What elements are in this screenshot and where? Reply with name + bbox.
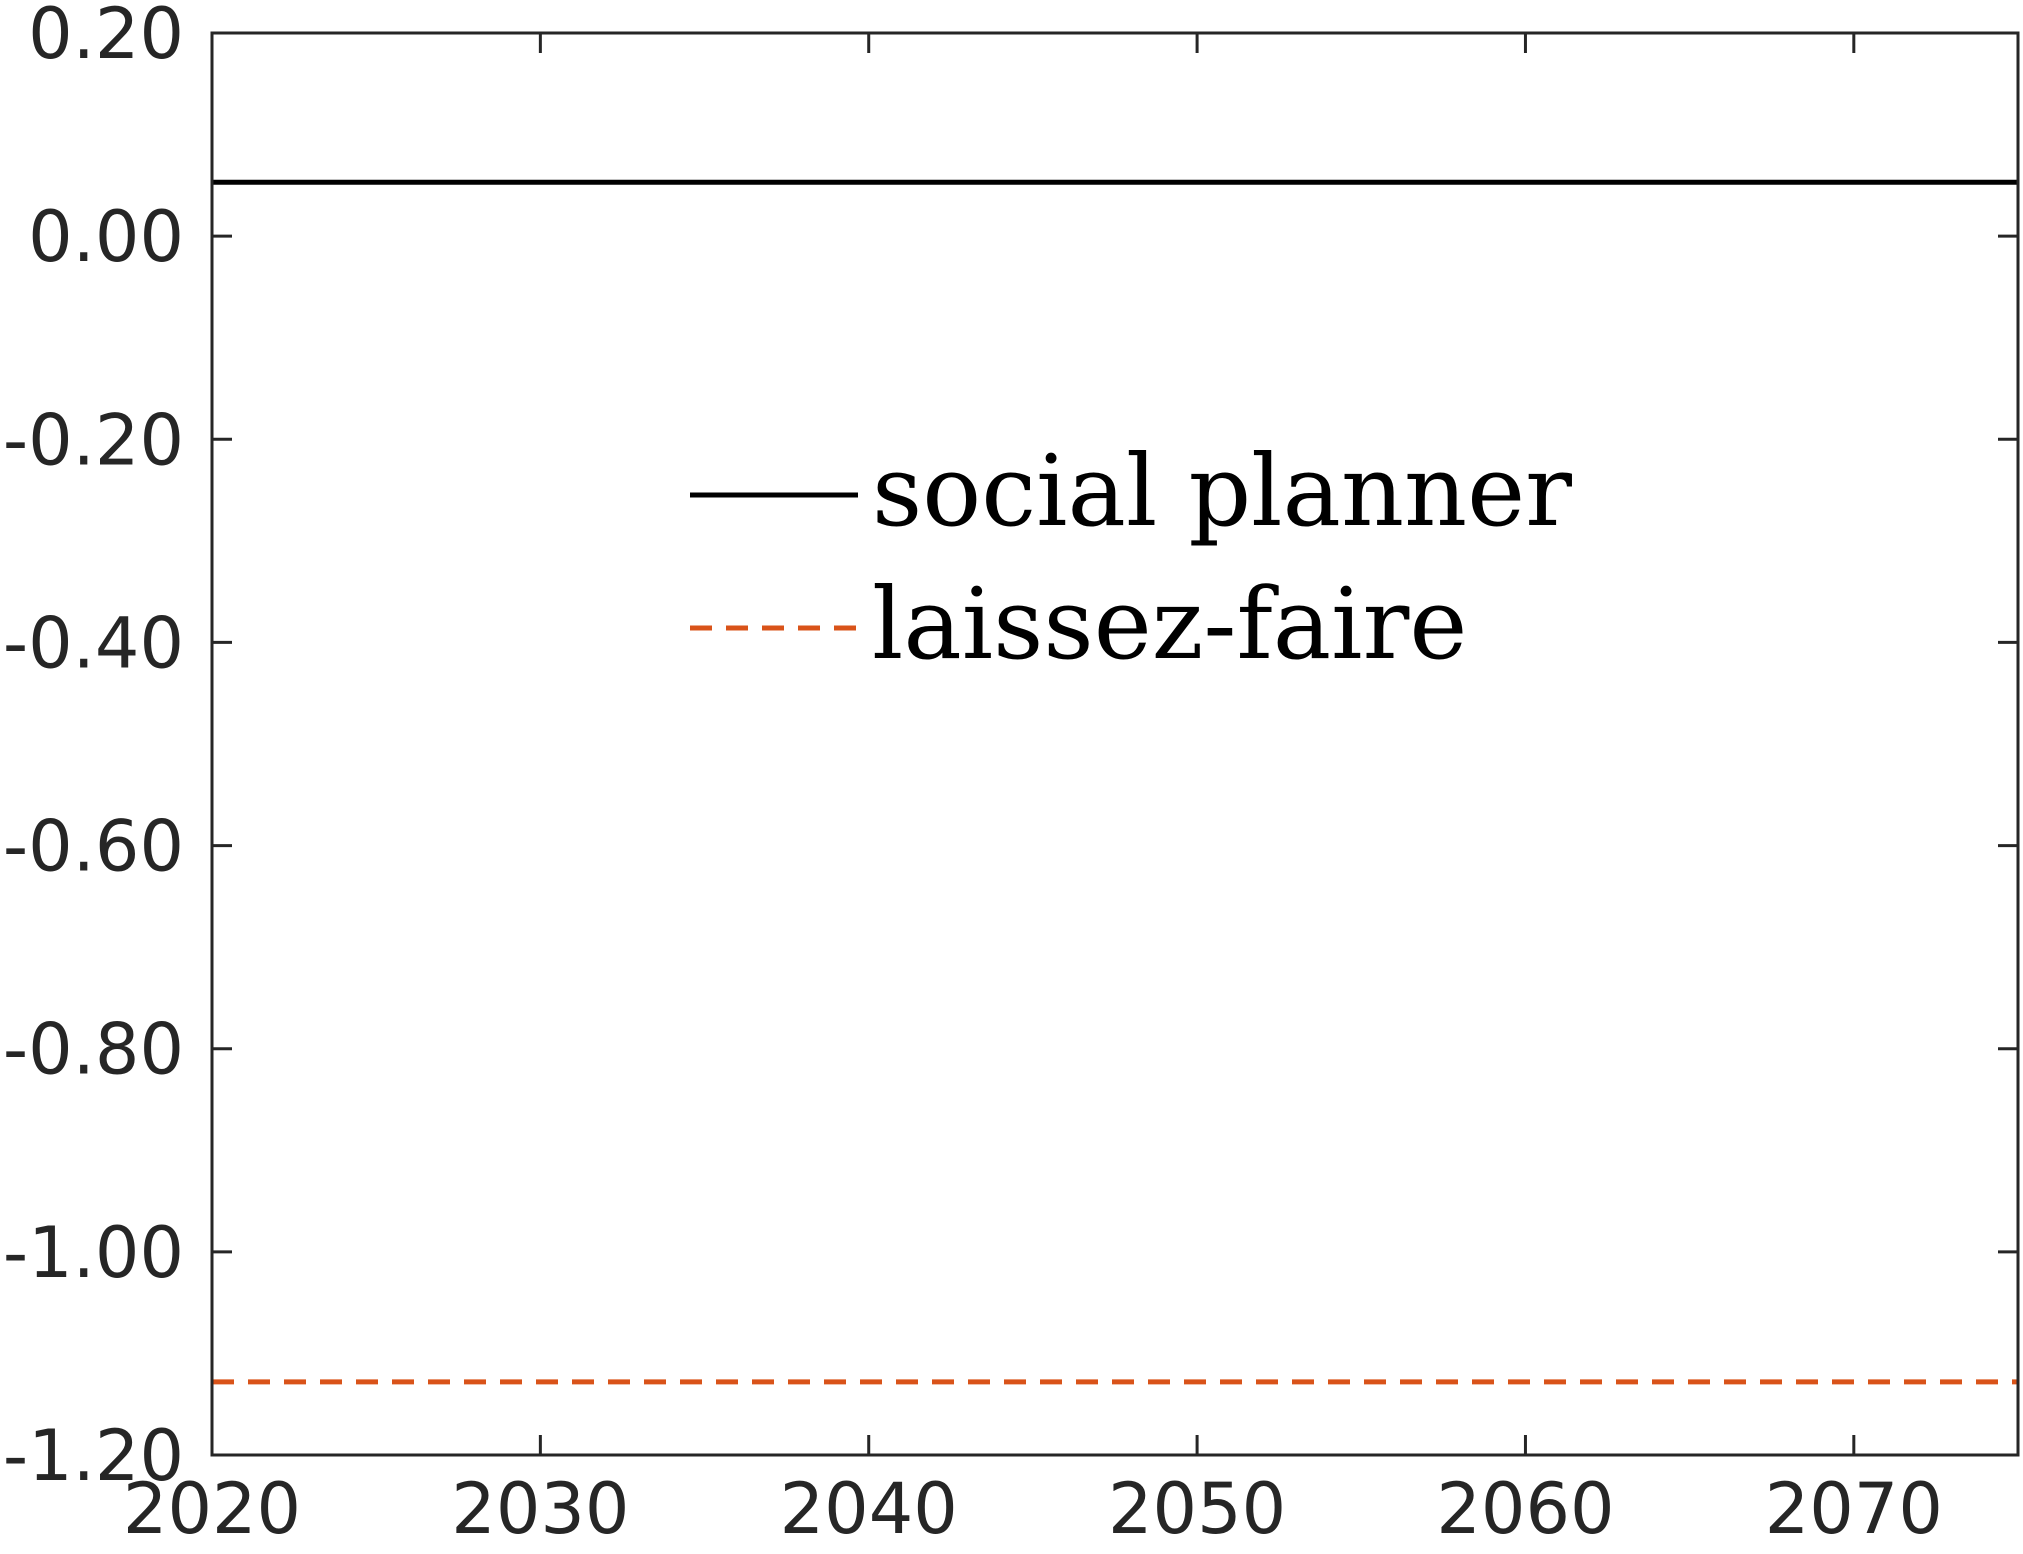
x-tick-label: 2070 [1765,1468,1943,1550]
y-tick-label: -0.80 [3,1009,184,1091]
legend: social planner laissez-faire [690,435,1572,682]
x-tick-label: 2060 [1436,1468,1614,1550]
y-tick-label: -0.60 [3,806,184,888]
x-tick-label: 2050 [1108,1468,1286,1550]
y-tick-label: -1.00 [3,1212,184,1294]
y-tick-label: -0.40 [3,602,184,684]
x-tick-label: 2040 [780,1468,958,1550]
legend-label-2: laissez-faire [872,568,1467,682]
y-tick-label: -0.20 [3,399,184,481]
y-tick-label: -1.20 [3,1415,184,1497]
y-tick-label: 0.20 [28,0,184,75]
series-layer [212,179,2018,1385]
legend-label-1: social planner [872,435,1572,549]
y-tick-label: 0.00 [28,196,184,278]
x-tick-label: 2030 [451,1468,629,1550]
plot-area-frame [210,31,2020,1457]
axes-layer: 2020 2030 2040 2050 2060 2070 0.20 0.00 -0.20 -0.… [3,0,2020,1550]
x-tick-label: 2020 [123,1468,301,1550]
